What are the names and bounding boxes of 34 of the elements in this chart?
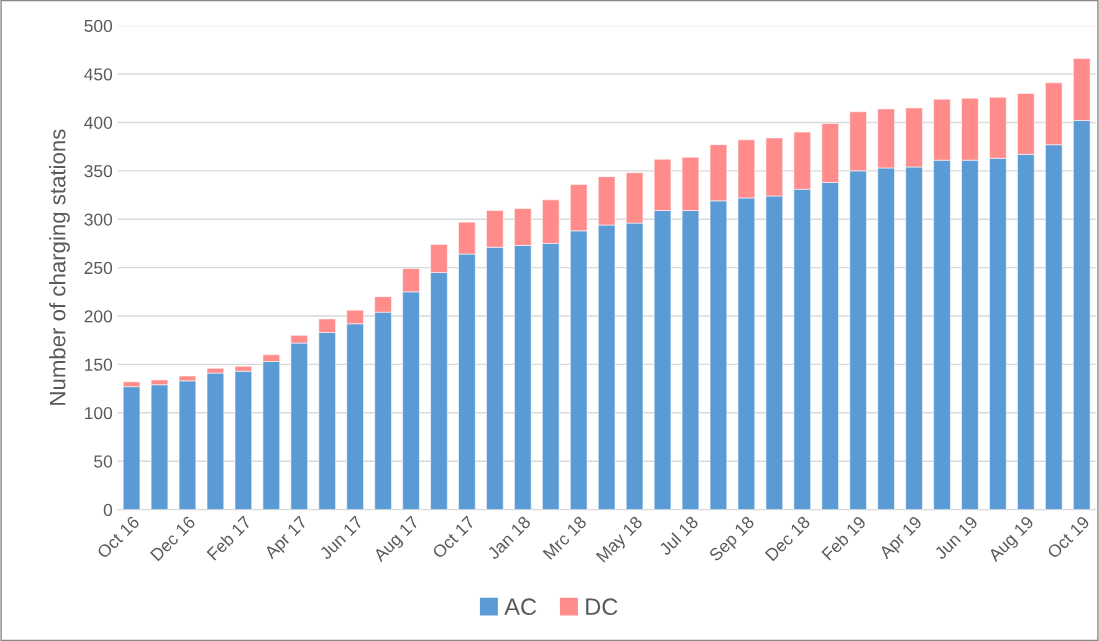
y-tick-label: 250: [84, 261, 113, 275]
y-tick-label: 50: [94, 455, 113, 468]
x-tick-label: May 18: [595, 515, 646, 566]
bar: [234, 370, 253, 510]
y-tick-label: 500: [84, 19, 113, 33]
x-tick-label: Feb 17: [206, 515, 252, 561]
y-tick-label: 0: [103, 503, 113, 517]
y-tick-label: 300: [84, 213, 113, 226]
legend-label: AC: [504, 598, 537, 616]
x-tick-label: Apr 17: [263, 515, 311, 563]
x-tick-label: Jul 18: [657, 514, 699, 557]
x-tick-label: Dec 16: [149, 515, 196, 562]
x-tick-label: Oct 17: [431, 515, 476, 560]
y-tick-label: 450: [84, 68, 113, 81]
x-tick-label: Jan 18: [486, 515, 532, 561]
x-tick-label: Aug 17: [372, 515, 422, 565]
y-tick-label: 200: [84, 310, 113, 323]
x-tick-label: Oct 16: [96, 515, 141, 560]
y-tick-label: 100: [85, 406, 113, 420]
x-tick-label: Dec 18: [764, 515, 811, 562]
x-tick-label: Sep 18: [708, 515, 758, 565]
legend-label: DC: [586, 598, 618, 616]
x-tick-label: Jun 19: [933, 515, 979, 561]
y-tick-label: 350: [84, 164, 113, 178]
bar: [206, 372, 225, 510]
y-tick-label: 150: [85, 358, 113, 371]
x-tick-label: Oct 19: [1046, 515, 1091, 560]
x-tick-label: Feb 19: [820, 515, 867, 561]
y-axis-title: Number of charging stations: [49, 129, 70, 405]
x-tick-label: Aug 19: [987, 515, 1037, 565]
y-tick-label: 400: [84, 116, 113, 129]
x-tick-label: Apr 19: [878, 515, 925, 563]
x-tick-label: Jun 17: [318, 515, 364, 561]
x-tick-label: Mrc 18: [542, 515, 588, 560]
